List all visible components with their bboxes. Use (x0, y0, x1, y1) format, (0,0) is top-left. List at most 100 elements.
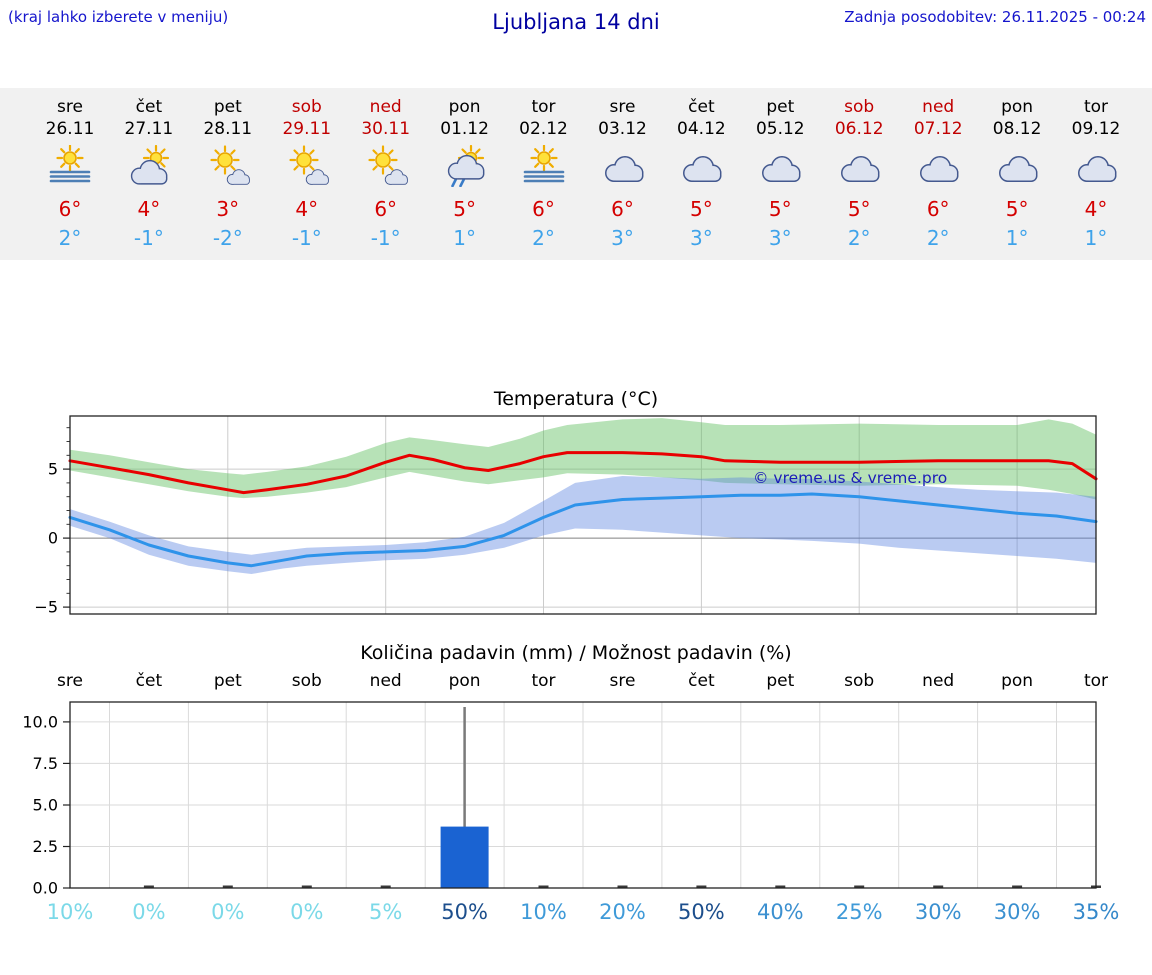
high-temp: 3° (216, 197, 240, 221)
day-column: ned 30.11 6° -1° (341, 96, 431, 252)
day-column: čet 27.11 4° -1° (104, 96, 194, 252)
precip-trace-mark (1012, 885, 1023, 888)
watermark: © vreme.us & vreme.pro (753, 469, 947, 487)
menu-hint: (kraj lahko izberete v meniju) (8, 8, 229, 26)
y-tick-label: 7.5 (33, 754, 58, 773)
low-temp: 2° (847, 226, 871, 250)
high-temp: 4° (295, 197, 319, 221)
day-date: 30.11 (361, 119, 411, 139)
precip-day-label: pet (214, 671, 242, 691)
cloudy-icon (972, 140, 1062, 192)
cloudy-icon (893, 140, 983, 192)
precip-day-label: ned (370, 671, 402, 691)
day-name: sob (291, 97, 322, 117)
cloudy-icon (1051, 140, 1141, 192)
y-tick-label: 2.5 (33, 837, 58, 856)
precip-probability: 20% (599, 900, 646, 924)
day-name: sre (57, 97, 83, 117)
day-name: čet (135, 97, 163, 117)
precip-probability: 0% (132, 900, 166, 924)
day-date: 09.12 (1071, 119, 1121, 139)
precip-day-label: tor (1084, 671, 1108, 691)
low-temp: 1° (453, 226, 476, 250)
precip-trace-mark (933, 885, 944, 888)
precip-trace-mark (775, 885, 786, 888)
cloudy-icon (656, 140, 746, 192)
day-name: sob (844, 97, 875, 117)
cloudy-icon (578, 140, 668, 192)
precip-day-label: pet (766, 671, 794, 691)
cloudy-icon (814, 140, 904, 192)
precip-probability: 10% (520, 900, 567, 924)
precipitation-section: Količina padavin (mm) / Možnost padavin … (0, 640, 1152, 936)
day-name: čet (688, 97, 715, 117)
day-column: pon 01.12 5° 1° (420, 96, 510, 252)
low-temp: 2° (926, 226, 950, 250)
high-temp: 5° (1005, 197, 1029, 221)
low-temp: 3° (611, 226, 634, 250)
day-name: ned (369, 97, 402, 117)
precip-probability: 30% (993, 900, 1041, 924)
high-temp: 5° (690, 197, 713, 221)
precip-probability: 40% (756, 900, 804, 924)
y-tick-label: 5 (48, 460, 58, 479)
mostly-sunny-icon (262, 140, 352, 192)
low-temp: 1° (1005, 226, 1029, 250)
precip-day-label: sre (610, 671, 636, 691)
precip-day-label: ned (922, 671, 954, 691)
day-name: pon (1001, 97, 1034, 117)
day-name: tor (1083, 97, 1109, 117)
temperature-section: Temperatura (°C) 5 0 −5 © vreme.us & vreme.… (0, 386, 1152, 622)
day-column: tor 02.12 6° 2° (499, 96, 589, 252)
day-column: sre 26.11 6° 2° (25, 96, 115, 252)
y-tick-label: 5.0 (33, 796, 58, 815)
low-temp: -2° (212, 226, 243, 250)
sun-fog-icon (499, 140, 589, 192)
precip-probability: 50% (678, 900, 725, 924)
day-column: pet 28.11 3° -2° (183, 96, 273, 252)
day-date: 07.12 (913, 119, 963, 139)
precip-day-label: pon (449, 671, 481, 691)
sun-fog-icon (25, 140, 115, 192)
day-column: sre 03.12 6° 3° (578, 96, 668, 252)
precip-trace-mark (538, 885, 549, 888)
day-column: pon 08.12 5° 1° (972, 96, 1062, 252)
day-date: 03.12 (598, 119, 647, 139)
y-tick-label: 0 (48, 529, 58, 548)
day-date: 08.12 (992, 119, 1042, 139)
day-name: ned (922, 97, 955, 117)
precip-trace-mark (380, 885, 391, 888)
day-date: 29.11 (282, 119, 332, 139)
high-temp: 5° (768, 197, 792, 221)
sun-rain-icon (420, 140, 510, 192)
precipitation-chart: sre čet pet sob ned pon tor sre čet pet sob ned pon t… (22, 671, 1108, 896)
low-temp: 2° (58, 226, 82, 250)
precip-probability: 50% (441, 900, 488, 924)
page-title: Ljubljana 14 dni (492, 10, 660, 34)
low-temp: -1° (370, 226, 401, 250)
high-temp: 6° (374, 197, 398, 221)
weather-page: (kraj lahko izberete v meniju) Ljubljana… (0, 0, 1152, 936)
day-column: tor 09.12 4° 1° (1051, 96, 1141, 252)
y-tick-label: −5 (34, 598, 58, 617)
last-updated: Zadnja posodobitev: 26.11.2025 - 00:24 (844, 8, 1146, 26)
day-name: tor (531, 97, 556, 117)
day-date: 06.12 (834, 119, 884, 139)
day-date: 27.11 (124, 119, 174, 139)
header: (kraj lahko izberete v meniju) Ljubljana… (0, 0, 1152, 44)
day-name: pon (448, 97, 481, 117)
low-temp-range-band (70, 476, 1096, 574)
precip-trace-mark (854, 885, 865, 888)
day-date: 28.11 (203, 119, 253, 139)
precip-probability: 5% (369, 900, 403, 924)
low-temp: -1° (133, 226, 164, 250)
partly-cloudy-icon (104, 140, 194, 192)
precip-day-label: sre (57, 671, 83, 691)
day-column: pet 05.12 5° 3° (735, 96, 825, 252)
day-name: pet (213, 97, 242, 117)
day-date: 01.12 (440, 119, 489, 139)
high-temp: 5° (847, 197, 871, 221)
high-temp: 4° (1084, 197, 1108, 221)
precip-trace-mark (143, 885, 154, 888)
precip-day-label: čet (136, 671, 163, 691)
